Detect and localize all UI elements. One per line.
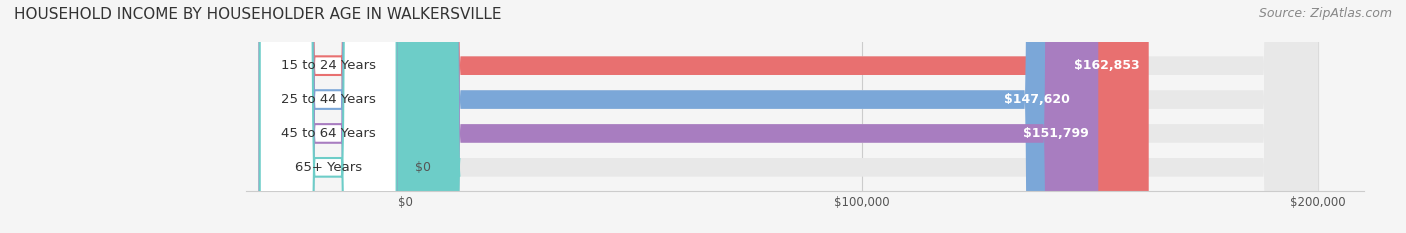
FancyBboxPatch shape [406,0,1319,233]
FancyBboxPatch shape [406,0,1319,233]
FancyBboxPatch shape [406,0,1098,233]
FancyBboxPatch shape [260,0,396,233]
FancyBboxPatch shape [260,0,396,233]
FancyBboxPatch shape [260,0,396,233]
FancyBboxPatch shape [406,0,1080,233]
Text: 45 to 64 Years: 45 to 64 Years [281,127,375,140]
Text: $147,620: $147,620 [1004,93,1070,106]
FancyBboxPatch shape [406,0,1319,233]
Text: HOUSEHOLD INCOME BY HOUSEHOLDER AGE IN WALKERSVILLE: HOUSEHOLD INCOME BY HOUSEHOLDER AGE IN W… [14,7,502,22]
FancyBboxPatch shape [260,0,396,233]
Text: $162,853: $162,853 [1074,59,1140,72]
Text: 25 to 44 Years: 25 to 44 Years [281,93,375,106]
Text: $151,799: $151,799 [1024,127,1090,140]
Text: 65+ Years: 65+ Years [295,161,361,174]
FancyBboxPatch shape [352,0,461,233]
Text: 15 to 24 Years: 15 to 24 Years [281,59,375,72]
FancyBboxPatch shape [406,0,1319,233]
Text: $0: $0 [415,161,430,174]
FancyBboxPatch shape [406,0,1149,233]
Text: Source: ZipAtlas.com: Source: ZipAtlas.com [1258,7,1392,20]
